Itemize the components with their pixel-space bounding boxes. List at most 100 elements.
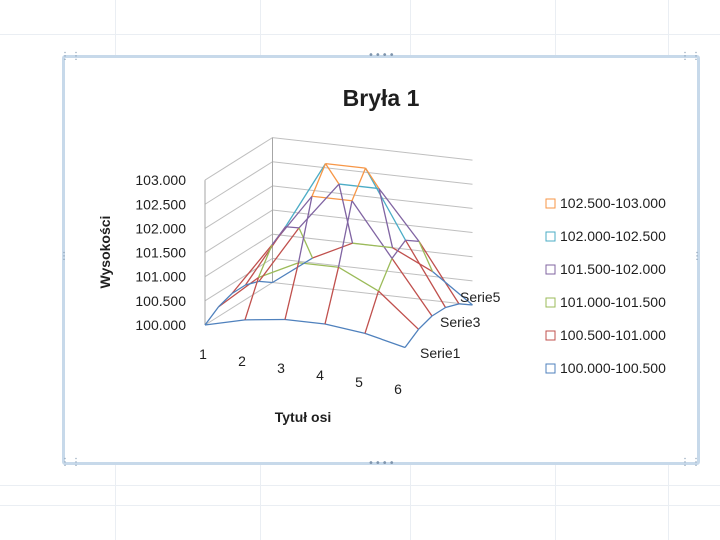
- surface-line-serie6: [312, 242, 353, 259]
- surface-depth-line: [458, 303, 473, 306]
- z-tick-label: 100.000: [135, 317, 186, 333]
- surface-line-serie2: [378, 290, 419, 330]
- surface-depth-line: [218, 293, 233, 308]
- legend-label: 100.000-100.500: [560, 360, 666, 376]
- legend-swatch: [545, 330, 556, 341]
- surface-line-serie5: [378, 188, 420, 242]
- surface-line-serie4: [284, 163, 327, 228]
- chart-area[interactable]: ⋮⋮ •••• ⋮⋮ ⋮ ⋮ ⋮⋮ •••• ⋮⋮: [59, 50, 703, 469]
- surface-depth-line: [391, 239, 407, 259]
- surface-line-serie2: [258, 262, 299, 279]
- x-axis-title: Tytuł osi: [275, 409, 332, 425]
- surface-line-serie4: [404, 239, 447, 308]
- surface-line-serie2: [338, 266, 379, 292]
- surface-depth-line: [364, 167, 380, 189]
- surface-line-serie2: [218, 277, 259, 308]
- resize-handle-left[interactable]: ⋮: [59, 251, 70, 262]
- z-tick-label: 103.000: [135, 172, 186, 188]
- surface-line-serie3: [231, 244, 273, 294]
- x-tick-label: 4: [316, 367, 324, 383]
- surface-depth-line: [297, 196, 313, 263]
- surface-depth-line: [311, 163, 327, 197]
- surface-depth-line: [418, 315, 433, 330]
- legend-swatch: [545, 198, 556, 209]
- surface-depth-line: [324, 163, 340, 185]
- legend-label: 102.500-103.000: [560, 195, 666, 211]
- x-tick-label: 6: [394, 381, 402, 397]
- legend-label: 101.500-102.000: [560, 261, 666, 277]
- legend-label: 100.500-101.000: [560, 327, 666, 343]
- surface-depth-line: [298, 227, 314, 259]
- resize-handle-top-left[interactable]: ⋮⋮: [60, 51, 82, 62]
- surface-depth-line: [324, 267, 340, 325]
- surface-line-serie2: [298, 262, 339, 268]
- surface-line-serie5: [418, 241, 460, 305]
- legend-swatch: [545, 231, 556, 242]
- depth-tick-label: Serie1: [420, 345, 461, 361]
- surface-depth-line: [378, 188, 394, 248]
- x-tick-label: 5: [355, 374, 363, 390]
- chart-title: Bryła 1: [343, 85, 420, 111]
- surface-line-serie4: [364, 167, 407, 241]
- surface-depth-line: [364, 290, 380, 334]
- depth-tick-label: Serie3: [440, 314, 481, 330]
- depth-tick-label: Serie5: [460, 289, 501, 305]
- surface-line-serie3: [351, 200, 393, 259]
- legend-swatch: [545, 363, 556, 374]
- legend-label: 101.000-101.500: [560, 294, 666, 310]
- surface-depth-line: [338, 183, 354, 244]
- surface-line-serie3: [311, 195, 353, 202]
- z-tick-label: 102.000: [135, 220, 186, 236]
- resize-handle-top-right[interactable]: ⋮⋮: [680, 51, 702, 62]
- surface-depth-line: [204, 306, 220, 326]
- surface-depth-line: [257, 244, 273, 278]
- resize-handle-right[interactable]: ⋮: [692, 251, 703, 262]
- surface-depth-line: [271, 226, 287, 246]
- x-tick-label: 1: [199, 346, 207, 362]
- z-tick-label: 100.500: [135, 293, 186, 309]
- surface-depth-line: [418, 241, 434, 272]
- surface-line-serie6: [352, 242, 393, 249]
- surface-depth-line: [337, 200, 353, 268]
- resize-handle-bottom-left[interactable]: ⋮⋮: [60, 457, 82, 468]
- surface-line-serie6: [392, 247, 433, 273]
- y-axis-title: Wysokości: [97, 216, 113, 289]
- surface-depth-line: [404, 328, 420, 348]
- resize-handle-top[interactable]: ••••: [368, 50, 396, 61]
- surface-line-serie1: [204, 319, 246, 326]
- surface-line-serie6: [432, 271, 473, 306]
- surface-depth-line: [431, 306, 446, 317]
- surface-depth-line: [405, 239, 420, 243]
- z-tick-label: 102.500: [135, 196, 186, 212]
- surface-depth-line: [285, 226, 300, 229]
- surface-depth-line: [231, 284, 246, 295]
- x-tick-label: 3: [277, 360, 285, 376]
- z-gridline: [204, 185, 473, 229]
- legend-swatch: [545, 264, 556, 275]
- surface-line-serie6: [272, 257, 313, 284]
- surface-line-serie5: [338, 183, 380, 190]
- resize-handle-bottom[interactable]: ••••: [368, 458, 396, 469]
- legend-swatch: [545, 297, 556, 308]
- z-gridline: [204, 209, 473, 253]
- surface-depth-line: [377, 258, 393, 292]
- surface-line-serie1: [284, 318, 326, 325]
- legend-label: 102.000-102.500: [560, 228, 666, 244]
- surface-line-serie5: [298, 183, 340, 229]
- z-tick-label: 101.000: [135, 269, 186, 285]
- surface-depth-line: [284, 262, 300, 320]
- surface-depth-line: [258, 280, 273, 284]
- surface-line-serie1: [324, 323, 366, 334]
- surface-line-serie4: [325, 162, 366, 169]
- x-tick-label: 2: [238, 353, 246, 369]
- surface-depth-line: [244, 277, 260, 321]
- resize-handle-bottom-right[interactable]: ⋮⋮: [680, 457, 702, 468]
- surface-depth-line: [445, 303, 460, 309]
- surface-depth-line: [351, 167, 367, 201]
- z-gridline: [204, 137, 473, 181]
- surface-line-serie1: [364, 332, 406, 349]
- surface-line-serie5: [258, 227, 300, 282]
- surface-line-serie3: [391, 258, 433, 317]
- z-tick-label: 101.500: [135, 245, 186, 261]
